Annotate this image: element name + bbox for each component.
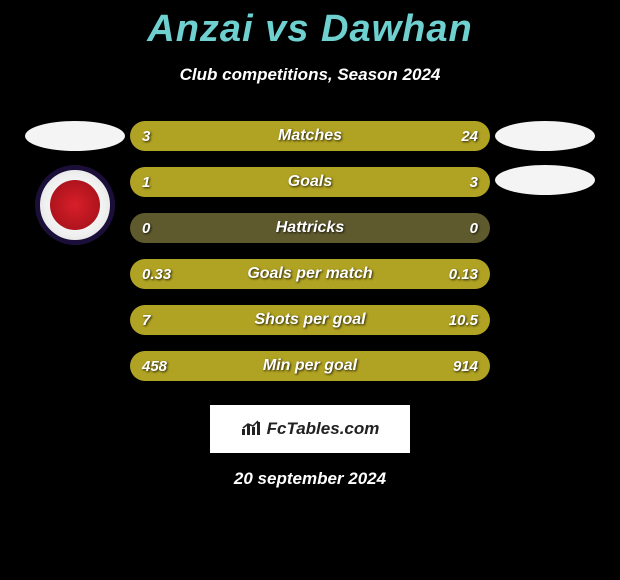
stat-label: Shots per goal — [130, 305, 490, 335]
stat-bar-goals: 1 Goals 3 — [130, 167, 490, 197]
stat-value-right: 24 — [461, 121, 478, 151]
stat-bar-mpg: 458 Min per goal 914 — [130, 351, 490, 381]
stat-value-right: 10.5 — [449, 305, 478, 335]
stat-label: Goals per match — [130, 259, 490, 289]
stat-label: Goals — [130, 167, 490, 197]
bars-column: 3 Matches 24 1 Goals 3 0 Hattricks 0 0.3… — [130, 121, 490, 381]
stat-value-right: 0.13 — [449, 259, 478, 289]
stat-label: Min per goal — [130, 351, 490, 381]
stat-bar-hattricks: 0 Hattricks 0 — [130, 213, 490, 243]
watermark-icon — [241, 419, 261, 440]
stat-value-right: 0 — [470, 213, 478, 243]
watermark-text: FcTables.com — [267, 419, 380, 439]
right-club-placeholder — [495, 165, 595, 195]
page-title: Anzai vs Dawhan — [0, 0, 620, 51]
source-watermark: FcTables.com — [210, 405, 410, 453]
left-player-photo — [25, 121, 125, 151]
right-player-col — [490, 121, 600, 195]
comparison-content: 3 Matches 24 1 Goals 3 0 Hattricks 0 0.3… — [0, 121, 620, 381]
left-player-col — [20, 121, 130, 245]
club-badge-inner — [50, 180, 100, 230]
stat-bar-matches: 3 Matches 24 — [130, 121, 490, 151]
right-player-photo — [495, 121, 595, 151]
left-club-badge — [35, 165, 115, 245]
stat-bar-gpm: 0.33 Goals per match 0.13 — [130, 259, 490, 289]
stat-label: Matches — [130, 121, 490, 151]
stat-label: Hattricks — [130, 213, 490, 243]
stat-value-right: 914 — [453, 351, 478, 381]
stat-value-right: 3 — [470, 167, 478, 197]
footer-date: 20 september 2024 — [0, 469, 620, 489]
stat-bar-spg: 7 Shots per goal 10.5 — [130, 305, 490, 335]
subtitle: Club competitions, Season 2024 — [0, 65, 620, 85]
